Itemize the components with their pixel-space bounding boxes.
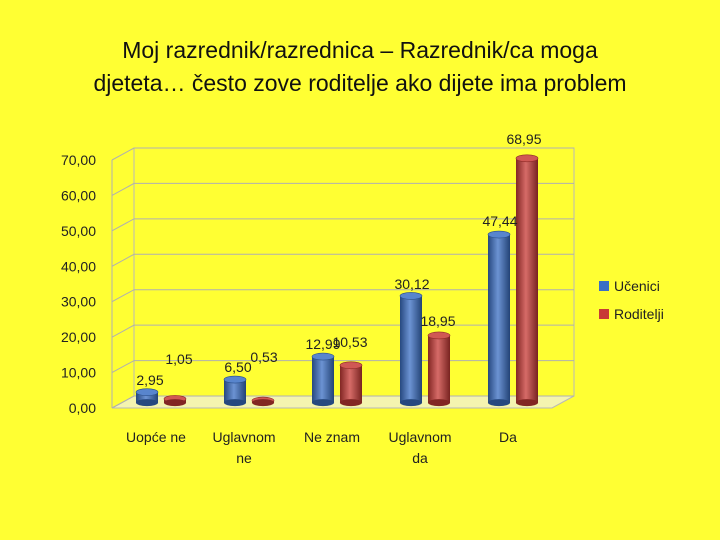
y-tick-label: 60,00 (61, 187, 96, 203)
y-tick-label: 0,00 (69, 400, 96, 416)
bar-base-roditelji (164, 399, 186, 407)
gridline (111, 218, 574, 232)
gridline (111, 395, 574, 409)
bar-roditelji (516, 158, 538, 403)
legend-swatch (599, 309, 609, 319)
x-tick-label: ne (236, 450, 252, 466)
bar-učenici (312, 356, 334, 403)
gridline (111, 253, 574, 267)
gridline (111, 360, 574, 374)
data-label-učenici: 12,99 (305, 336, 340, 352)
data-label-roditelji: 10,53 (332, 334, 367, 350)
bar-base-učenici (224, 399, 246, 407)
x-tick-label: Uglavnom (212, 429, 275, 445)
bar-base-učenici (312, 399, 334, 407)
data-label-roditelji: 68,95 (506, 131, 541, 147)
bar-top-učenici (223, 375, 247, 384)
y-tick-label: 40,00 (61, 258, 96, 274)
bar-top-učenici (311, 352, 335, 361)
title-line-2: djeteta… često zove roditelje ako dijete… (93, 70, 627, 96)
x-tick-label: Uopće ne (126, 429, 186, 445)
bar-top-učenici (135, 388, 159, 396)
x-tick-label: Ne znam (304, 429, 360, 445)
bar-roditelji (428, 335, 450, 403)
bar-top-roditelji (427, 331, 451, 340)
y-tick-label: 10,00 (61, 365, 96, 381)
data-label-roditelji: 18,95 (420, 313, 455, 329)
title-line-1: Moj razrednik/razrednica – Razrednik/ca … (122, 37, 598, 63)
legend-entry: Roditelji (614, 306, 664, 322)
x-tick-label: Uglavnom (388, 429, 451, 445)
legend-swatch (599, 281, 609, 291)
bar-base-učenici (488, 399, 510, 407)
y-tick-label: 70,00 (61, 152, 96, 168)
data-label-roditelji: 0,53 (250, 349, 277, 365)
y-tick-label: 30,00 (61, 294, 96, 310)
bar-base-učenici (400, 399, 422, 407)
legend-entry: Učenici (614, 278, 660, 294)
chart-title: Moj razrednik/razrednica – Razrednik/ca … (0, 34, 720, 100)
data-label-učenici: 2,95 (136, 372, 163, 388)
y-tick-label: 50,00 (61, 223, 96, 239)
bar-base-roditelji (340, 399, 362, 407)
data-label-učenici: 47,44 (482, 213, 517, 229)
bar-roditelji (340, 365, 362, 403)
bar-učenici (136, 392, 158, 403)
bar-base-roditelji (516, 399, 538, 407)
gridline (111, 147, 574, 161)
bar-top-učenici (487, 230, 511, 239)
bar-base-učenici (136, 399, 158, 407)
bar-top-roditelji (515, 154, 539, 163)
data-label-učenici: 30,12 (394, 276, 429, 292)
bar-base-roditelji (428, 399, 450, 407)
gridline (111, 324, 574, 338)
bar-učenici (224, 379, 246, 403)
data-label-roditelji: 1,05 (165, 351, 192, 367)
bar-učenici (400, 295, 422, 403)
x-tick-label: Da (499, 429, 517, 445)
bar-učenici (488, 234, 510, 403)
bar-top-učenici (399, 292, 423, 300)
bar-base-roditelji (252, 399, 274, 407)
bar-top-roditelji (339, 361, 363, 370)
gridline (111, 289, 574, 303)
x-tick-label: da (412, 450, 428, 466)
y-tick-label: 20,00 (61, 329, 96, 345)
data-label-učenici: 6,50 (224, 359, 251, 375)
gridline (111, 182, 574, 196)
